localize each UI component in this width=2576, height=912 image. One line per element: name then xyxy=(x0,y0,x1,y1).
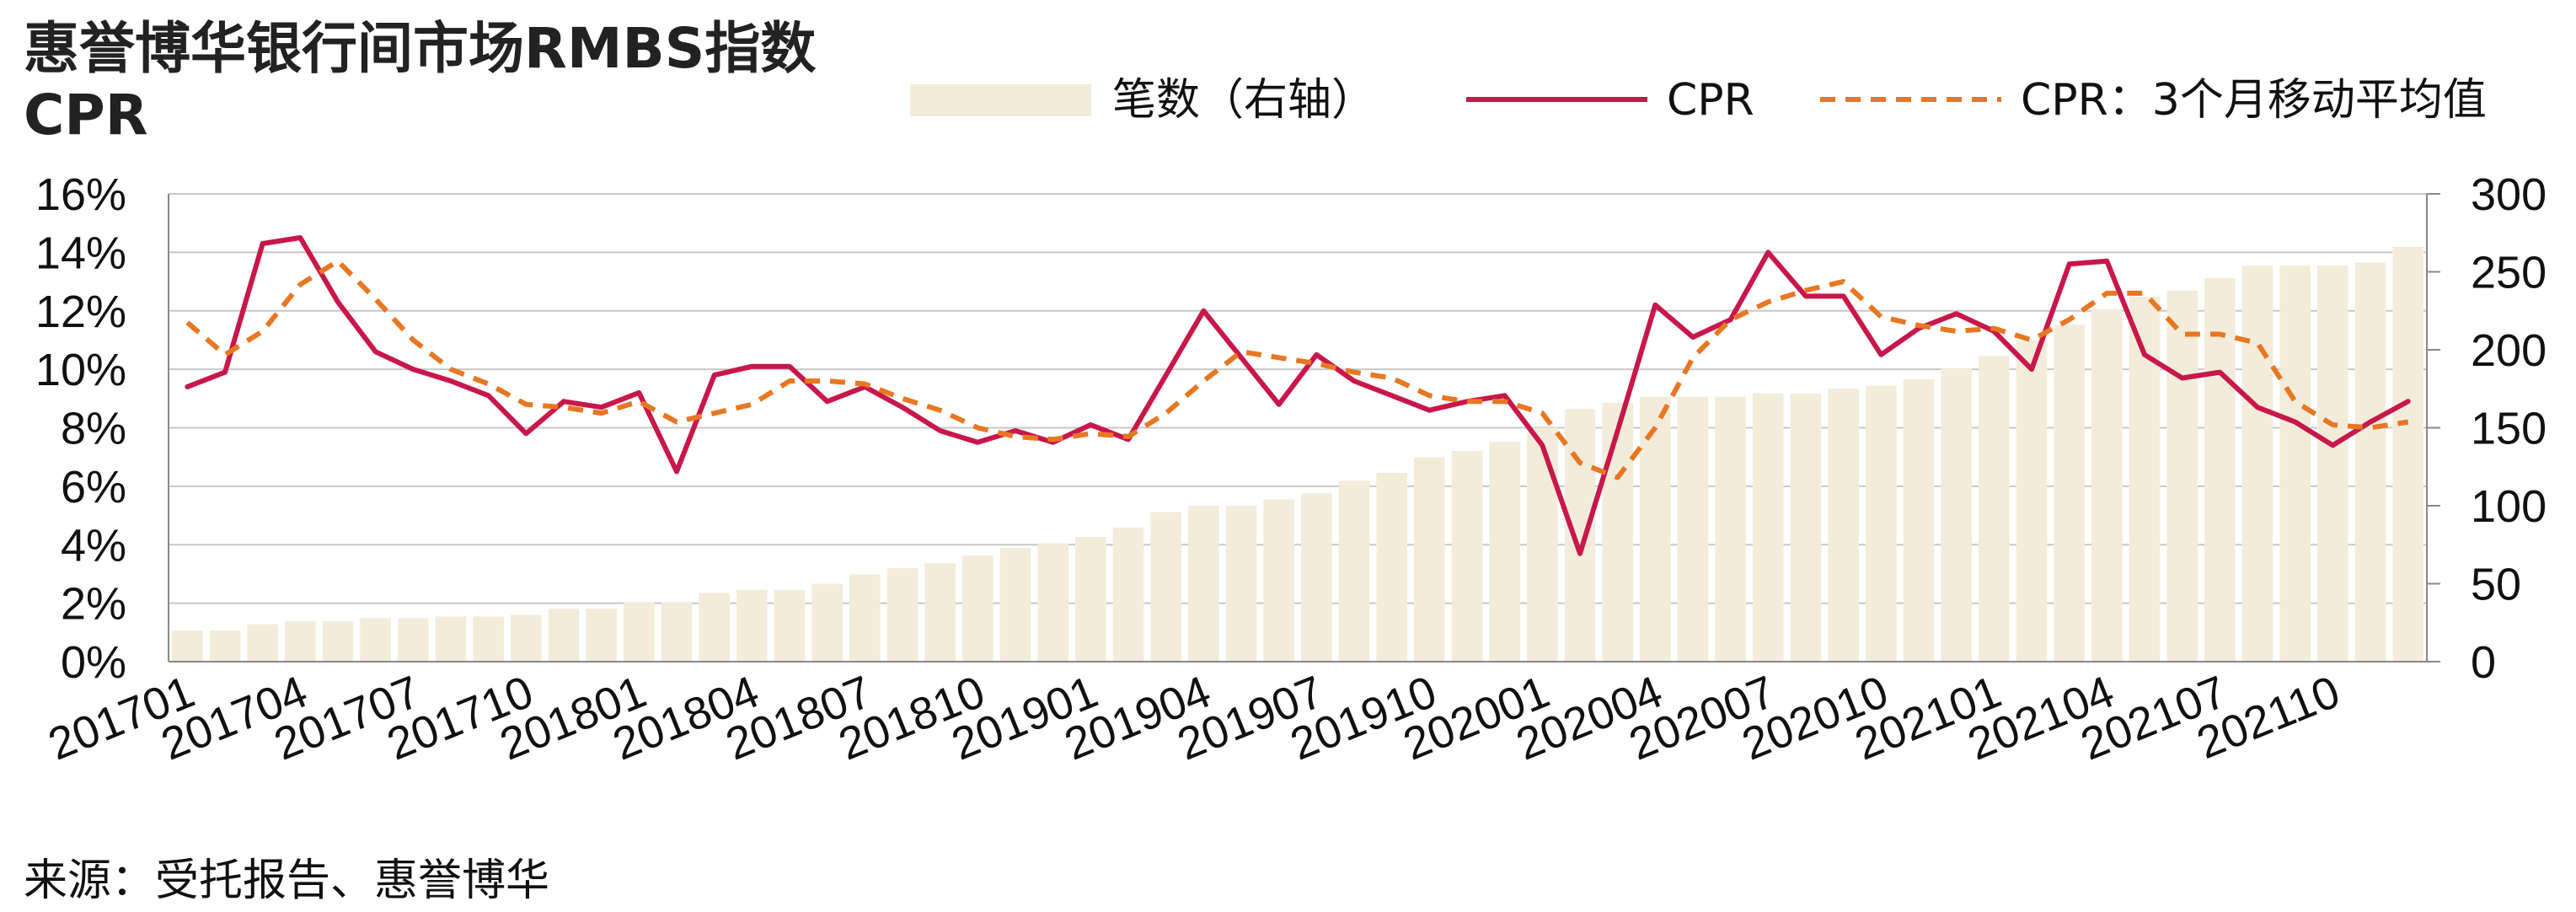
line-series xyxy=(185,235,2411,556)
right-axis-tick-label: 0 xyxy=(2471,637,2496,688)
bar xyxy=(1866,385,1897,662)
legend-label-cpr-3m-avg: CPR：3个月移动平均值 xyxy=(2021,75,2487,126)
bar xyxy=(2204,277,2236,662)
left-axis-tick-label: 0% xyxy=(61,637,126,688)
bar xyxy=(1903,379,1935,662)
bar xyxy=(1489,442,1520,662)
axes: 0% 2% 4% 6% 8% 10% 12% 14% 16% 0 50 100 150 200 250 300… xyxy=(35,169,2547,770)
bar xyxy=(1188,506,1219,662)
bar xyxy=(886,568,918,662)
chart-title: 惠誉博华银行间市场RMBS指数 CPR xyxy=(24,15,816,148)
bar xyxy=(398,618,429,662)
left-axis-tick-label: 4% xyxy=(61,520,126,571)
bar xyxy=(999,547,1031,662)
bar xyxy=(2166,290,2198,662)
bar xyxy=(172,630,203,662)
bar xyxy=(849,574,881,662)
bar xyxy=(962,555,993,662)
bar xyxy=(1828,389,1859,662)
bar xyxy=(1564,409,1596,662)
gridlines xyxy=(169,193,2427,663)
legend-swatch-bar xyxy=(910,84,1091,116)
bar xyxy=(699,593,730,662)
bar xyxy=(1790,393,1822,662)
bar-series-count xyxy=(172,246,2423,662)
right-axis-tick-label: 150 xyxy=(2471,404,2547,454)
bar xyxy=(2054,325,2085,662)
left-axis-tick-label: 6% xyxy=(61,462,126,512)
left-axis-tick-label: 14% xyxy=(35,228,126,278)
bar xyxy=(1150,512,1181,662)
bar xyxy=(2091,308,2123,662)
bar xyxy=(924,563,956,662)
bar xyxy=(774,589,806,662)
left-axis-tick-label: 10% xyxy=(35,345,126,395)
source-note: 来源：受托报告、惠誉博华 xyxy=(24,856,550,906)
bar xyxy=(1225,506,1257,662)
bar xyxy=(1376,473,1407,662)
bar xyxy=(1451,451,1483,662)
bar xyxy=(2241,266,2273,662)
chart-title-line2: CPR xyxy=(24,83,148,148)
bar xyxy=(285,620,316,662)
bar xyxy=(548,609,580,662)
bar xyxy=(1677,396,1709,662)
legend-label-bar: 笔数（右轴） xyxy=(1112,75,1375,126)
bar xyxy=(1414,457,1445,662)
line-series-cpr-3m-avg xyxy=(185,258,2409,480)
bar xyxy=(209,630,241,662)
bar xyxy=(1301,493,1332,662)
bar xyxy=(1527,427,1558,662)
bar xyxy=(511,614,542,662)
bar xyxy=(736,589,768,662)
bar xyxy=(1075,537,1106,662)
left-axis-tick-label: 2% xyxy=(61,579,126,630)
bar xyxy=(1037,543,1068,662)
bar xyxy=(2016,340,2048,662)
right-axis-tick-label: 100 xyxy=(2471,481,2547,532)
bar xyxy=(661,602,693,662)
bar xyxy=(811,583,843,662)
bar xyxy=(1979,356,2010,662)
bar xyxy=(624,602,655,662)
chart-legend: 笔数（右轴） CPR CPR：3个月移动平均值 xyxy=(910,75,2487,126)
right-axis-tick-label: 250 xyxy=(2471,248,2547,298)
chart-title-line1: 惠誉博华银行间市场RMBS指数 xyxy=(24,16,817,81)
right-axis-tick-label: 200 xyxy=(2471,325,2547,376)
bar xyxy=(473,616,504,662)
left-axis-tick-label: 16% xyxy=(35,169,126,220)
bar xyxy=(1602,402,1633,662)
left-axis-tick-label: 12% xyxy=(35,287,126,337)
right-axis-tick-label: 50 xyxy=(2471,560,2521,610)
bar xyxy=(322,620,354,662)
bar xyxy=(1263,499,1294,662)
bar xyxy=(435,616,467,662)
bar xyxy=(1715,396,1746,662)
right-axis-tick-label: 300 xyxy=(2471,169,2547,220)
bar xyxy=(1112,527,1144,662)
bar xyxy=(1941,368,1972,662)
bar xyxy=(247,624,278,662)
left-axis-tick-label: 8% xyxy=(61,404,126,454)
bar xyxy=(1753,393,1784,662)
bar xyxy=(2317,266,2348,662)
bar xyxy=(586,609,617,662)
bar xyxy=(2354,262,2386,662)
bar xyxy=(1338,480,1370,662)
bar xyxy=(360,618,391,662)
bar xyxy=(2279,266,2311,662)
bar xyxy=(2392,246,2423,662)
legend-label-cpr: CPR xyxy=(1667,75,1754,126)
bar xyxy=(1640,396,1671,662)
